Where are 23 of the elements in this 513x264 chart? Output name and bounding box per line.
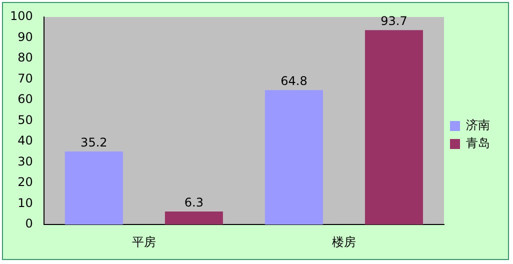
y-tick-label: 30 <box>18 154 33 168</box>
y-tick-label: 80 <box>18 50 33 65</box>
y-tick-label: 20 <box>18 175 33 190</box>
data-label: 35.2 <box>80 136 108 150</box>
bar <box>364 30 423 225</box>
x-tick-label: 平房 <box>132 234 156 249</box>
bar <box>264 90 323 225</box>
bar <box>164 212 223 225</box>
data-label: 93.7 <box>380 14 408 28</box>
y-tick-label: 10 <box>18 196 33 210</box>
legend-label: 青岛 <box>466 136 490 150</box>
y-tick-label: 70 <box>18 71 33 86</box>
bar <box>64 152 123 225</box>
y-tick-label: 60 <box>18 92 33 106</box>
y-tick-label: 50 <box>18 112 33 127</box>
y-tick-label: 100 <box>10 9 33 24</box>
data-label: 6.3 <box>184 196 204 210</box>
legend-label: 济南 <box>466 118 490 132</box>
data-label: 64.8 <box>280 74 308 88</box>
y-tick-label: 90 <box>18 30 33 44</box>
y-tick-label: 0 <box>25 216 33 231</box>
x-tick-label: 楼房 <box>332 234 356 249</box>
y-tick-label: 40 <box>18 134 33 148</box>
